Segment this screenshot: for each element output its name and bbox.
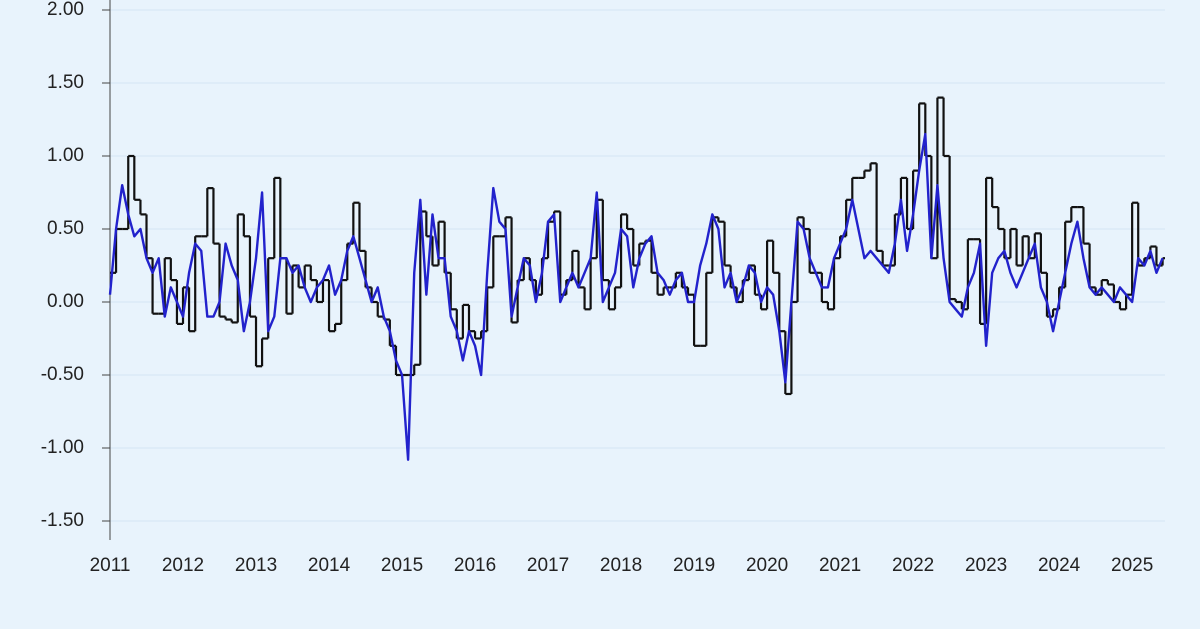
y-tick-label: 1.00 xyxy=(47,145,84,166)
x-tick-label: 2013 xyxy=(235,555,277,576)
y-tick-label: 1.50 xyxy=(47,72,84,93)
y-tick-label: -1.00 xyxy=(41,437,84,458)
x-tick-label: 2021 xyxy=(819,555,861,576)
x-tick-label: 2017 xyxy=(527,555,569,576)
x-tick-label: 2016 xyxy=(454,555,496,576)
x-tick-label: 2020 xyxy=(746,555,788,576)
y-tick-label: -0.50 xyxy=(41,364,84,385)
x-tick-label: 2015 xyxy=(381,555,423,576)
y-tick-label: 0.50 xyxy=(47,218,84,239)
x-tick-label: 2018 xyxy=(600,555,642,576)
x-tick-label: 2023 xyxy=(965,555,1007,576)
y-tick-label: -1.50 xyxy=(41,510,84,531)
x-tick-label: 2019 xyxy=(673,555,715,576)
x-tick-label: 2022 xyxy=(892,555,934,576)
x-tick-label: 2011 xyxy=(90,555,131,576)
y-tick-label: 2.00 xyxy=(47,0,84,20)
series-line xyxy=(108,132,1164,461)
x-tick-label: 2012 xyxy=(162,555,204,576)
y-tick-label: 0.00 xyxy=(47,291,84,312)
x-tick-label: 2014 xyxy=(308,555,351,576)
x-tick-label: 2025 xyxy=(1111,555,1153,576)
x-tick-label: 2024 xyxy=(1038,555,1081,576)
